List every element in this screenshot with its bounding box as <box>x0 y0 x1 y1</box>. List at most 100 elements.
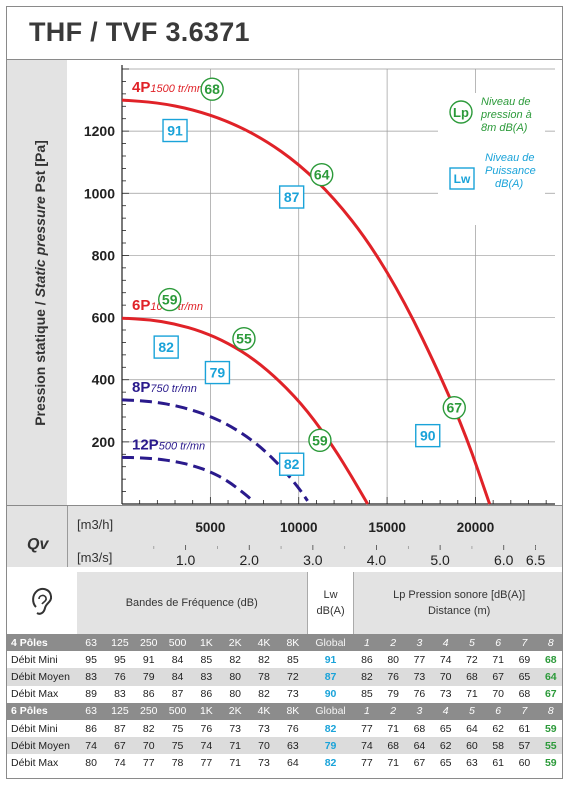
band-value: 83 <box>191 668 221 686</box>
lw-value: 79 <box>210 365 226 381</box>
row-label: Débit Mini <box>11 722 58 735</box>
lp-value: 73 <box>439 688 452 701</box>
band-value: 82 <box>142 722 155 735</box>
band-label: 63 <box>76 702 106 720</box>
band-value: 83 <box>114 688 126 701</box>
distance-label: 3 <box>406 634 433 652</box>
datasheet-frame: THF / TVF 3.6371 1200 1000 800 600 400 200 Pre… <box>6 6 563 779</box>
x-tick-label-m3s: 3.0 <box>303 552 323 567</box>
distance-label: 4 <box>432 634 459 652</box>
band-label: 125 <box>105 634 135 652</box>
lw-header: Lw dB(A) <box>306 572 355 634</box>
x-tick-label-m3h: 20000 <box>457 520 495 535</box>
lw-value: 79 <box>307 737 354 755</box>
lp-value: 86 <box>361 653 373 666</box>
band-value: 64 <box>287 756 299 769</box>
lp-value: 68 <box>380 737 407 755</box>
band-value: 86 <box>142 688 155 701</box>
lp-value: 65 <box>439 756 452 769</box>
x-axis-label-m3s: [m3/s] <box>77 550 112 565</box>
global-label: Global <box>307 702 354 720</box>
lw-value: 87 <box>307 668 354 686</box>
curve-label-12p: 12P500 tr/mn <box>132 436 205 453</box>
lp-value: 68 <box>458 668 486 686</box>
distance-label: 3 <box>406 702 433 720</box>
acoustic-table: Bandes de Fréquence (dB) Lw dB(A) Lp Pressi… <box>7 572 562 772</box>
curve-12p <box>121 455 254 503</box>
lw-value: 91 <box>324 653 337 666</box>
band-value: 76 <box>287 722 299 735</box>
lw-marker <box>153 335 179 359</box>
band-value: 91 <box>142 653 155 666</box>
x-tick-label-m3s: 6.5 <box>526 552 546 567</box>
lp-value: 64 <box>537 668 562 686</box>
lp-value: 67 <box>544 688 557 701</box>
y-tick-label: 1000 <box>84 185 115 201</box>
row-label: Débit Moyen <box>7 737 77 755</box>
band-label: 1K <box>191 634 221 652</box>
band-value: 86 <box>85 722 97 735</box>
lp-value: 68 <box>204 81 220 97</box>
lp-value: 64 <box>406 737 433 755</box>
distance-label: 6 <box>485 634 512 652</box>
section-name: 4 Pôles <box>7 634 77 652</box>
title-divider <box>7 59 562 60</box>
band-value: 82 <box>258 688 270 701</box>
xaxis-divider <box>7 505 562 506</box>
distance-label: 2 <box>380 702 407 720</box>
lp-value: 59 <box>312 432 328 448</box>
lp-value: 55 <box>236 331 252 347</box>
lp-value: 74 <box>353 737 381 755</box>
lp-value: 61 <box>492 756 505 769</box>
lp-value: 79 <box>387 688 400 701</box>
distance-label: 1 <box>353 702 381 720</box>
row-label: Débit Moyen <box>7 668 77 686</box>
band-value: 73 <box>229 722 242 735</box>
lp-value: 65 <box>439 722 452 735</box>
band-value: 82 <box>258 653 270 666</box>
band-value: 67 <box>105 737 135 755</box>
lp-value: 55 <box>537 737 562 755</box>
band-label: 2K <box>220 634 250 652</box>
lw-marker <box>415 423 441 448</box>
curve-label-poles: 6P <box>132 297 150 314</box>
band-value: 75 <box>171 722 184 735</box>
lp-value: 76 <box>413 688 426 701</box>
lp-value: 59 <box>162 292 178 308</box>
band-value: 70 <box>134 737 164 755</box>
band-value: 89 <box>85 688 97 701</box>
distance-label: 5 <box>458 702 486 720</box>
curve-label-poles: 12P <box>132 436 159 453</box>
distance-label: 6 <box>485 702 512 720</box>
distance-label: 8 <box>537 702 562 720</box>
x-tick-label-m3s: 4.0 <box>367 552 387 567</box>
legend-lp-text: Niveau de <box>481 96 531 108</box>
band-label: 125 <box>105 702 135 720</box>
y-axis-label-italic: Static pressure <box>32 196 48 297</box>
band-label: 1K <box>191 702 221 720</box>
band-value: 76 <box>200 722 213 735</box>
band-value: 87 <box>114 722 126 735</box>
lp-value: 77 <box>361 722 373 735</box>
page-title: THF / TVF 3.6371 <box>29 17 250 47</box>
y-axis-label-regular: Pression statique / <box>32 297 48 425</box>
frequency-header: Bandes de Fréquence (dB) <box>76 572 308 634</box>
x-tick-label-m3h: 15000 <box>368 520 406 535</box>
band-label: 2K <box>220 702 250 720</box>
lp-value: 72 <box>466 653 478 666</box>
y-axis-label: Pression statique / Static pressure Pst … <box>32 140 48 426</box>
lw-value: 82 <box>324 722 337 735</box>
lp-value: 71 <box>466 688 478 701</box>
lp-value: 65 <box>511 668 538 686</box>
band-value: 86 <box>200 688 213 701</box>
y-tick-label: 1200 <box>84 123 115 139</box>
lp-header-line: Lp Pression sonore [dB(A)] <box>393 589 526 601</box>
lp-value: 77 <box>361 756 373 769</box>
band-value: 73 <box>287 688 299 701</box>
distance-label: 4 <box>432 702 459 720</box>
table-row: Débit Max 80 74 77 78 77 71 73 64 82 77 71 67 65 63 61 6… <box>7 754 562 771</box>
lw-value: 82 <box>324 756 337 769</box>
curve-8p <box>121 398 309 502</box>
legend-lw-symbol <box>449 167 475 190</box>
band-value: 80 <box>229 688 242 701</box>
